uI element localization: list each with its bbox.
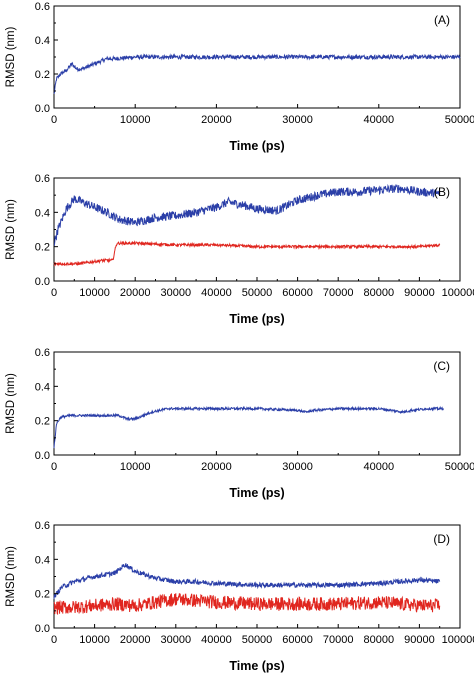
x-axis-title: Time (ps) bbox=[229, 486, 284, 500]
chart-panel-d: 0 10000 20000 30000 40000 50000 60000 70000 8000… bbox=[5, 520, 474, 673]
x-axis-title: Time (ps) bbox=[229, 312, 284, 326]
panel-label: (C) bbox=[433, 359, 450, 373]
x-tick-label: 40000 bbox=[201, 634, 232, 646]
chart-panel-b: 0 10000 20000 30000 40000 50000 60000 70000 8000… bbox=[5, 173, 474, 326]
y-tick-label: 0.0 bbox=[35, 623, 50, 635]
x-tick-label: 20000 bbox=[120, 634, 151, 646]
x-tick-label: 0 bbox=[51, 634, 57, 646]
chart-panel-c: 0 10000 20000 30000 40000 50000 0.0 0.2 0.4 0.6 Ti… bbox=[5, 347, 474, 500]
y-axis-title: RMSD (nm) bbox=[5, 546, 17, 607]
x-tick-label: 50000 bbox=[445, 461, 474, 473]
x-tick-label: 10000 bbox=[79, 287, 110, 299]
x-tick-label: 90000 bbox=[404, 287, 435, 299]
x-tick-label: 70000 bbox=[323, 287, 354, 299]
y-tick-label: 0.6 bbox=[35, 1, 50, 13]
series-line-1 bbox=[53, 563, 441, 600]
x-tick-label: 20000 bbox=[201, 114, 232, 126]
series-line-2 bbox=[53, 240, 441, 267]
x-tick-label: 0 bbox=[51, 114, 57, 126]
y-axis-title: RMSD (nm) bbox=[5, 26, 17, 87]
y-tick-label: 0.0 bbox=[35, 276, 50, 288]
x-tick-label: 40000 bbox=[201, 287, 232, 299]
y-tick-label: 0.2 bbox=[35, 589, 50, 601]
plot-frame bbox=[53, 177, 461, 282]
y-tick-label: 0.2 bbox=[35, 69, 50, 81]
y-tick-label: 0.6 bbox=[35, 520, 50, 532]
y-tick-label: 0.2 bbox=[35, 242, 50, 254]
panel-label: (A) bbox=[434, 13, 450, 27]
y-tick-label: 0.6 bbox=[35, 347, 50, 359]
x-tick-label: 20000 bbox=[201, 461, 232, 473]
x-tick-label: 60000 bbox=[282, 287, 313, 299]
panel-label: (D) bbox=[433, 532, 450, 546]
plot-frame bbox=[53, 351, 461, 456]
x-tick-label: 50000 bbox=[242, 287, 273, 299]
y-axis-title: RMSD (nm) bbox=[5, 199, 17, 260]
x-tick-label: 40000 bbox=[364, 114, 395, 126]
panel-label: (B) bbox=[434, 185, 450, 199]
x-tick-label: 90000 bbox=[404, 634, 435, 646]
y-tick-label: 0.4 bbox=[35, 35, 50, 47]
y-tick-label: 0.2 bbox=[35, 416, 50, 428]
x-tick-label: 0 bbox=[51, 287, 57, 299]
y-tick-label: 0.4 bbox=[35, 554, 50, 566]
y-tick-label: 0.6 bbox=[35, 173, 50, 185]
x-tick-label: 60000 bbox=[282, 634, 313, 646]
y-axis-title: RMSD (nm) bbox=[5, 373, 17, 434]
y-tick-label: 0.4 bbox=[35, 381, 50, 393]
x-tick-label: 30000 bbox=[282, 114, 313, 126]
x-tick-label: 80000 bbox=[364, 287, 395, 299]
x-tick-label: 20000 bbox=[120, 287, 151, 299]
x-tick-label: 70000 bbox=[323, 634, 354, 646]
x-tick-label: 30000 bbox=[282, 461, 313, 473]
chart-panel-a: 0 10000 20000 30000 40000 50000 0.0 0.2 0.4 0.6 Ti… bbox=[5, 1, 474, 153]
x-axis-title: Time (ps) bbox=[229, 139, 284, 153]
plot-frame bbox=[53, 524, 461, 629]
series-line-2 bbox=[53, 593, 441, 616]
x-tick-label: 30000 bbox=[161, 287, 192, 299]
series-line-1 bbox=[53, 183, 441, 246]
x-tick-label: 50000 bbox=[242, 634, 273, 646]
x-tick-label: 40000 bbox=[364, 461, 395, 473]
x-tick-label: 10000 bbox=[79, 634, 110, 646]
y-tick-label: 0.0 bbox=[35, 103, 50, 115]
series-line-1 bbox=[53, 53, 461, 94]
y-tick-label: 0.0 bbox=[35, 450, 50, 462]
x-tick-label: 80000 bbox=[364, 634, 395, 646]
x-tick-label: 10000 bbox=[120, 461, 151, 473]
x-axis-title: Time (ps) bbox=[229, 659, 284, 673]
series-line-1 bbox=[53, 405, 444, 449]
x-tick-label: 50000 bbox=[445, 114, 474, 126]
x-tick-label: 0 bbox=[51, 461, 57, 473]
x-tick-label: 30000 bbox=[161, 634, 192, 646]
x-tick-label: 10000 bbox=[120, 114, 151, 126]
y-tick-label: 0.4 bbox=[35, 207, 50, 219]
